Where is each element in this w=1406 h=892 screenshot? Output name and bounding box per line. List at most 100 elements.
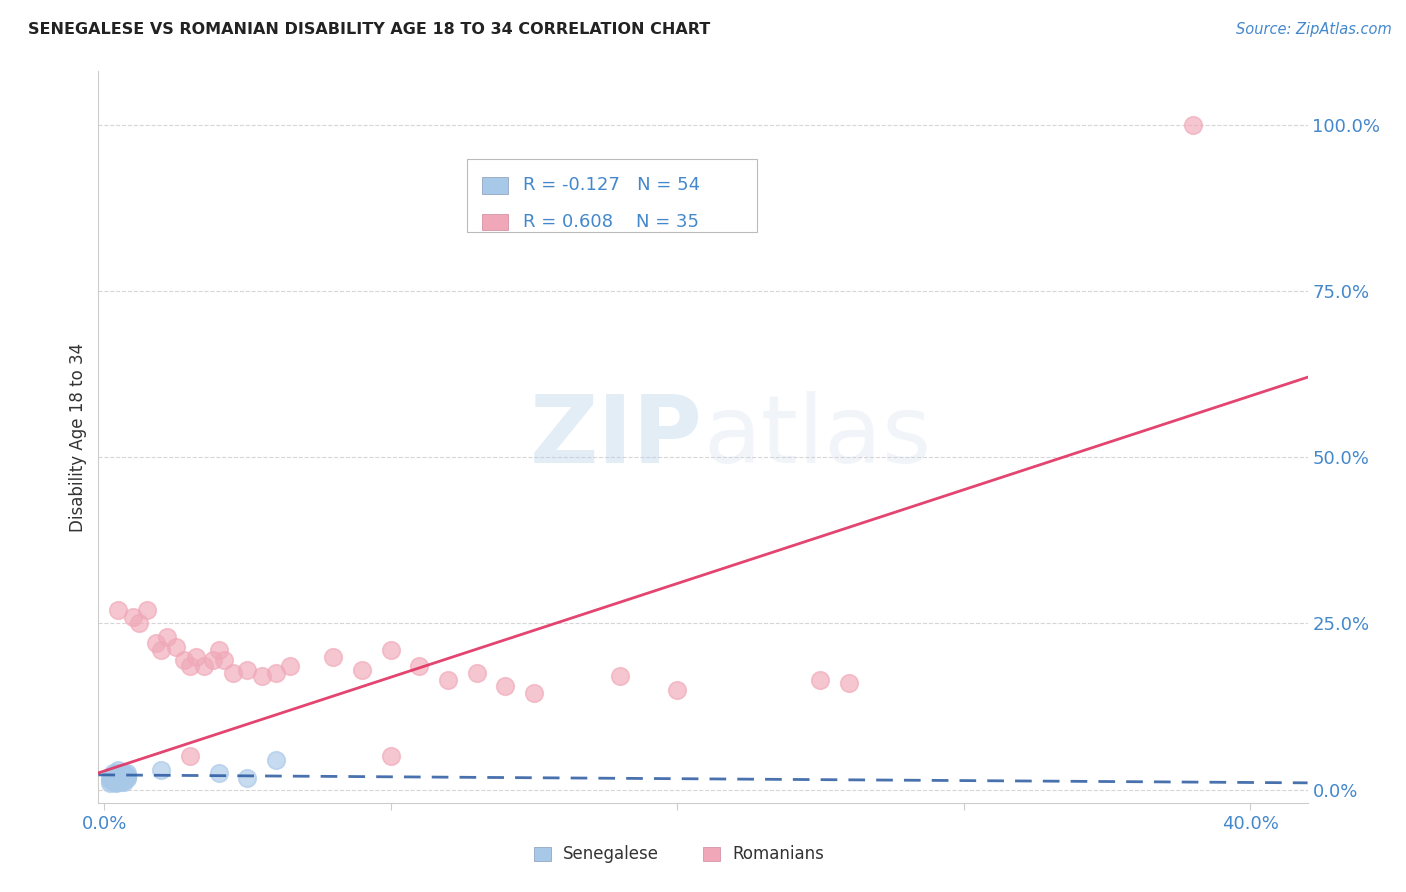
Point: [104, 774, 127, 789]
Text: R = -0.127   N = 54: R = -0.127 N = 54: [523, 177, 700, 194]
Text: Source: ZipAtlas.com: Source: ZipAtlas.com: [1236, 22, 1392, 37]
Point: [107, 772, 129, 787]
Point: [112, 772, 135, 787]
Point: [465, 666, 488, 681]
Point: [101, 765, 124, 780]
Point: [838, 676, 860, 690]
Point: [494, 680, 516, 694]
Point: [208, 765, 231, 780]
Point: [110, 774, 132, 789]
Point: [523, 686, 546, 700]
Y-axis label: Disability Age 18 to 34: Disability Age 18 to 34: [69, 343, 87, 532]
Point: [280, 659, 302, 673]
FancyBboxPatch shape: [482, 214, 509, 230]
Point: [150, 763, 173, 777]
Point: [115, 765, 138, 780]
Point: [165, 640, 187, 654]
Point: [110, 771, 132, 785]
Point: [121, 609, 143, 624]
Point: [104, 772, 127, 787]
Point: [107, 768, 129, 782]
Point: [322, 649, 344, 664]
Point: [112, 769, 135, 783]
FancyBboxPatch shape: [703, 847, 720, 861]
Point: [110, 768, 132, 782]
Point: [115, 769, 138, 783]
FancyBboxPatch shape: [467, 159, 758, 232]
Point: [250, 669, 273, 683]
Point: [104, 776, 127, 790]
Point: [110, 772, 132, 787]
Point: [98, 772, 121, 787]
Point: [408, 659, 430, 673]
Point: [193, 659, 215, 673]
Point: [110, 771, 132, 785]
Point: [101, 771, 124, 785]
Point: [437, 673, 460, 687]
Text: Senegalese: Senegalese: [564, 845, 659, 863]
Point: [115, 771, 138, 785]
Point: [112, 774, 135, 789]
Point: [115, 771, 138, 785]
Text: SENEGALESE VS ROMANIAN DISABILITY AGE 18 TO 34 CORRELATION CHART: SENEGALESE VS ROMANIAN DISABILITY AGE 18…: [28, 22, 710, 37]
Text: Romanians: Romanians: [733, 845, 824, 863]
Point: [150, 643, 173, 657]
Point: [107, 771, 129, 785]
Point: [115, 769, 138, 783]
Point: [380, 643, 402, 657]
Point: [128, 616, 150, 631]
Point: [145, 636, 167, 650]
Point: [184, 649, 207, 664]
Point: [101, 769, 124, 783]
Point: [810, 673, 832, 687]
Text: R = 0.608    N = 35: R = 0.608 N = 35: [523, 213, 699, 231]
Point: [107, 603, 129, 617]
Point: [104, 774, 127, 789]
Point: [350, 663, 373, 677]
FancyBboxPatch shape: [534, 847, 551, 861]
Point: [173, 653, 195, 667]
Point: [110, 771, 132, 785]
Point: [179, 659, 201, 673]
Point: [107, 765, 129, 780]
Point: [1181, 118, 1204, 132]
Point: [101, 771, 124, 785]
Point: [101, 772, 124, 787]
Point: [236, 771, 259, 785]
Point: [98, 771, 121, 785]
Point: [179, 749, 201, 764]
Point: [107, 772, 129, 787]
Point: [98, 776, 121, 790]
Point: [112, 768, 135, 782]
Point: [107, 772, 129, 787]
Point: [156, 630, 179, 644]
Point: [264, 753, 287, 767]
Point: [208, 643, 231, 657]
Point: [104, 774, 127, 789]
Point: [609, 669, 631, 683]
Text: atlas: atlas: [703, 391, 931, 483]
Point: [101, 774, 124, 789]
Point: [202, 653, 225, 667]
Point: [112, 765, 135, 780]
Point: [112, 771, 135, 785]
Point: [107, 763, 129, 777]
Point: [104, 769, 127, 783]
FancyBboxPatch shape: [482, 178, 509, 194]
Point: [380, 749, 402, 764]
Point: [110, 765, 132, 780]
Point: [236, 663, 259, 677]
Text: ZIP: ZIP: [530, 391, 703, 483]
Point: [107, 769, 129, 783]
Point: [666, 682, 689, 697]
Point: [264, 666, 287, 681]
Point: [107, 769, 129, 783]
Point: [110, 768, 132, 782]
Point: [104, 765, 127, 780]
Point: [222, 666, 245, 681]
Point: [136, 603, 159, 617]
Point: [214, 653, 236, 667]
Point: [112, 768, 135, 782]
Point: [101, 772, 124, 787]
Point: [101, 769, 124, 783]
